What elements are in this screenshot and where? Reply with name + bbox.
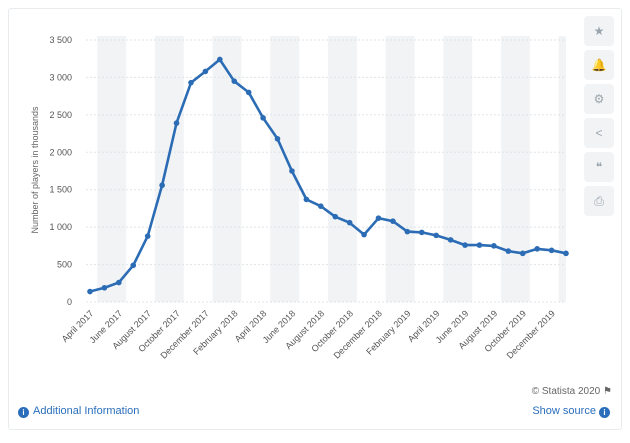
data-point[interactable] (505, 248, 512, 254)
data-point[interactable] (188, 79, 194, 86)
data-point[interactable] (101, 284, 108, 291)
data-point[interactable] (447, 237, 454, 243)
background-band (154, 36, 184, 302)
print-icon[interactable]: ⎙ (584, 186, 614, 216)
data-point[interactable] (534, 246, 540, 252)
data-point[interactable] (361, 231, 367, 238)
data-point[interactable] (87, 288, 93, 295)
y-tick-label: 0 (67, 297, 72, 307)
data-point[interactable] (519, 250, 526, 257)
data-point[interactable] (433, 232, 439, 239)
y-tick-label: 3 500 (49, 35, 72, 45)
star-icon[interactable]: ★ (584, 16, 614, 46)
gear-icon[interactable]: ⚙ (584, 84, 614, 114)
background-band (501, 36, 530, 302)
data-point[interactable] (390, 218, 396, 224)
y-tick-label: 3 000 (49, 72, 72, 82)
credit-text: © Statista 2020 (531, 386, 601, 397)
additional-information-label: Additional Information (33, 405, 140, 417)
data-point[interactable] (289, 168, 295, 174)
background-band (558, 36, 566, 302)
data-point[interactable] (548, 247, 555, 254)
y-tick-label: 2 000 (49, 147, 72, 157)
data-point[interactable] (404, 228, 411, 235)
y-tick-label: 1 500 (49, 185, 72, 195)
additional-information-link[interactable]: i Additional Information (18, 405, 139, 418)
data-point[interactable] (346, 219, 353, 226)
data-point[interactable] (159, 182, 165, 189)
background-band (328, 36, 357, 302)
data-point[interactable] (418, 229, 425, 236)
y-tick-label: 1 000 (49, 222, 72, 232)
data-point[interactable] (303, 196, 310, 203)
background-band (212, 36, 242, 302)
data-point[interactable] (260, 115, 266, 121)
data-point[interactable] (462, 242, 468, 248)
data-point[interactable] (317, 203, 324, 209)
data-point[interactable] (217, 56, 223, 63)
show-source-label: Show source (532, 405, 596, 417)
show-source-link[interactable]: Show source i (532, 405, 614, 418)
quote-icon[interactable]: ❝ (584, 152, 614, 182)
statista-credit[interactable]: © Statista 2020 ⚑ (532, 386, 612, 397)
data-point[interactable] (130, 262, 137, 269)
y-tick-label: 2 500 (49, 110, 72, 120)
y-tick-label: 500 (57, 260, 72, 270)
data-point[interactable] (245, 89, 252, 96)
data-point[interactable] (173, 120, 180, 126)
data-point[interactable] (375, 215, 382, 221)
data-point[interactable] (116, 279, 122, 286)
data-point[interactable] (332, 213, 339, 220)
chart-toolbar: ★ 🔔 ⚙ < ❝ ⎙ (584, 16, 616, 216)
data-point[interactable] (144, 233, 151, 239)
data-point[interactable] (476, 242, 483, 248)
flag-icon: ⚑ (603, 386, 612, 397)
background-band (385, 36, 415, 302)
bell-icon[interactable]: 🔔 (584, 50, 614, 80)
share-icon[interactable]: < (584, 118, 614, 148)
info-icon: i (18, 407, 29, 418)
y-axis-label: Number of players in thousands (30, 106, 40, 234)
data-point[interactable] (274, 136, 281, 142)
background-band (270, 36, 300, 302)
data-point[interactable] (202, 68, 209, 75)
data-point[interactable] (231, 78, 238, 84)
series-line (89, 58, 567, 293)
background-band (97, 36, 127, 302)
info-icon: i (599, 407, 610, 418)
data-point[interactable] (491, 243, 497, 249)
background-band (443, 36, 473, 302)
data-point[interactable] (563, 250, 569, 257)
